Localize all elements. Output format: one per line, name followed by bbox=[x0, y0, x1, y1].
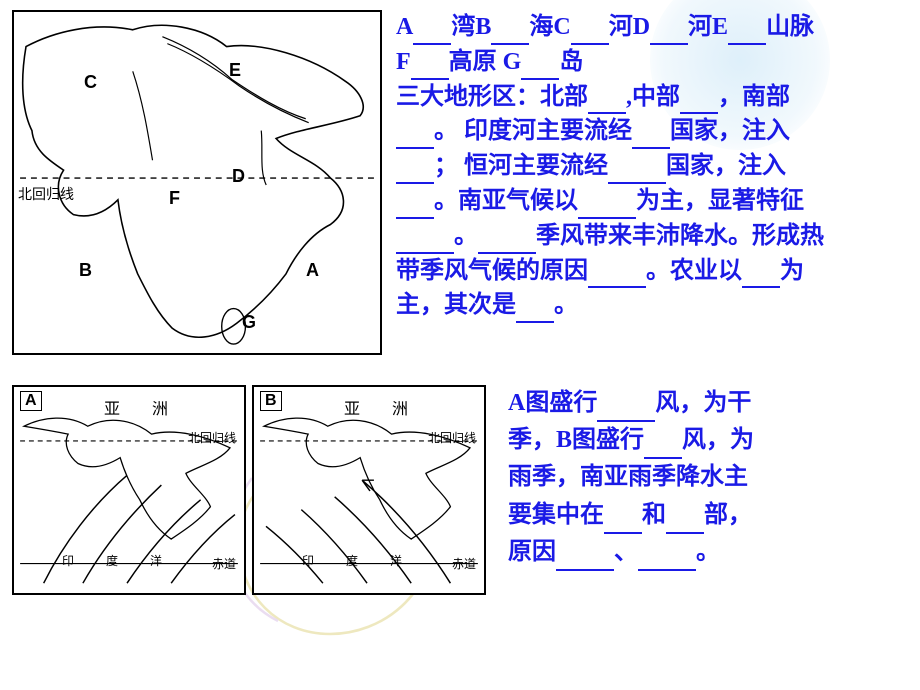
t1-s4: 河D bbox=[609, 14, 650, 40]
t1-s2: 湾B bbox=[451, 14, 491, 40]
question-text-2: A图盛行 风，为干 季，B图盛行 风，为 雨季，南亚雨季降水主 要集中在 和 部， 原因… bbox=[486, 385, 762, 571]
blank bbox=[396, 192, 434, 218]
blank bbox=[742, 262, 780, 288]
t1-l5b: 国家，注入 bbox=[666, 153, 786, 179]
blank bbox=[556, 545, 614, 571]
t1-l5a: ； 恒河主要流经 bbox=[434, 153, 608, 179]
t2-l4a: 要集中在 bbox=[508, 502, 604, 528]
t1-l4b: 国家，注入 bbox=[670, 118, 790, 144]
blank bbox=[644, 433, 682, 459]
t1-s3: 海C bbox=[529, 14, 570, 40]
t2-l5c: 。 bbox=[696, 539, 720, 565]
t1-s8: 高原 G bbox=[449, 49, 522, 75]
t1-l8a: 带季风气候的原因 bbox=[396, 258, 588, 284]
t1-s1: A bbox=[396, 14, 413, 40]
t2-l4b: 和 bbox=[642, 502, 666, 528]
blank bbox=[578, 192, 636, 218]
t1-l9b: 。 bbox=[554, 292, 578, 318]
blank bbox=[411, 53, 449, 79]
t1-l3a: 三大地形区：北部 bbox=[396, 84, 588, 110]
t1-l9a: 主，其次是 bbox=[396, 292, 516, 318]
t1-l7b: 季风带来丰沛降水。形成热 bbox=[536, 223, 824, 249]
map-label-e: E bbox=[229, 60, 241, 81]
smap-b-tropic: 北回归线 bbox=[428, 429, 476, 446]
t1-l8c: 为 bbox=[780, 258, 804, 284]
blank bbox=[608, 158, 666, 184]
t1-l6a: 。南亚气候以 bbox=[434, 188, 578, 214]
t1-l3c: ，南部 bbox=[718, 84, 790, 110]
blank bbox=[588, 262, 646, 288]
t1-l3b: ,中部 bbox=[626, 84, 680, 110]
smap-b-ocean: 印 度 洋 bbox=[302, 552, 412, 569]
blank bbox=[632, 123, 670, 149]
blank bbox=[588, 88, 626, 114]
blank bbox=[638, 545, 696, 571]
t2-l1b: 风，为干 bbox=[655, 390, 751, 416]
t1-s9: 岛 bbox=[559, 49, 583, 75]
main-map: C E D F B A G 北回归线 bbox=[12, 10, 382, 355]
map-label-g: G bbox=[242, 312, 256, 333]
smap-a-equator: 赤道 bbox=[212, 555, 236, 572]
map-label-f: F bbox=[169, 188, 180, 209]
t2-l2a: 季，B图盛行 bbox=[508, 427, 644, 453]
blank bbox=[521, 53, 559, 79]
small-map-b: B 亚 洲 北回归线 印 度 洋 赤道 bbox=[252, 385, 486, 595]
blank bbox=[650, 18, 688, 44]
t2-l1a: A图盛行 bbox=[508, 390, 597, 416]
blank bbox=[413, 18, 451, 44]
t2-l5b: 、 bbox=[614, 539, 638, 565]
blank bbox=[680, 88, 718, 114]
t1-s6: 山脉 bbox=[766, 14, 814, 40]
t2-l5a: 原因 bbox=[508, 539, 556, 565]
small-map-a: A 亚 洲 北回归线 印 度 洋 赤道 bbox=[12, 385, 246, 595]
blank bbox=[571, 18, 609, 44]
main-map-svg bbox=[14, 12, 380, 353]
blank bbox=[491, 18, 529, 44]
t1-l6b: 为主，显著特征 bbox=[636, 188, 804, 214]
blank bbox=[396, 158, 434, 184]
smap-a-tropic: 北回归线 bbox=[188, 429, 236, 446]
t2-l2b: 风，为 bbox=[682, 427, 754, 453]
blank bbox=[597, 396, 655, 422]
blank bbox=[396, 123, 434, 149]
t2-l3a: 雨季，南亚雨季降水主 bbox=[508, 464, 748, 490]
blank bbox=[478, 227, 536, 253]
map-tropic-label: 北回归线 bbox=[18, 184, 74, 204]
blank bbox=[728, 18, 766, 44]
map-label-b: B bbox=[79, 260, 92, 281]
smap-b-equator: 赤道 bbox=[452, 555, 476, 572]
t1-l7a: 。 bbox=[454, 223, 478, 249]
t1-s7: F bbox=[396, 49, 411, 75]
t2-l4c: 部， bbox=[704, 502, 752, 528]
t1-l8b: 。农业以 bbox=[646, 258, 742, 284]
map-label-a: A bbox=[306, 260, 319, 281]
blank bbox=[666, 507, 704, 533]
map-label-d: D bbox=[232, 166, 245, 187]
map-label-c: C bbox=[84, 72, 97, 93]
blank bbox=[396, 227, 454, 253]
blank bbox=[516, 297, 554, 323]
t1-s5: 河E bbox=[688, 14, 728, 40]
smap-a-ocean: 印 度 洋 bbox=[62, 552, 172, 569]
blank bbox=[604, 507, 642, 533]
t1-l4a: 。 印度河主要流经 bbox=[434, 118, 632, 144]
question-text-1: A 湾B 海C 河D 河E 山脉 F 高原 G 岛 三大地形区：北部 ,中部 ，南部 。 印度河主… bbox=[382, 10, 832, 355]
